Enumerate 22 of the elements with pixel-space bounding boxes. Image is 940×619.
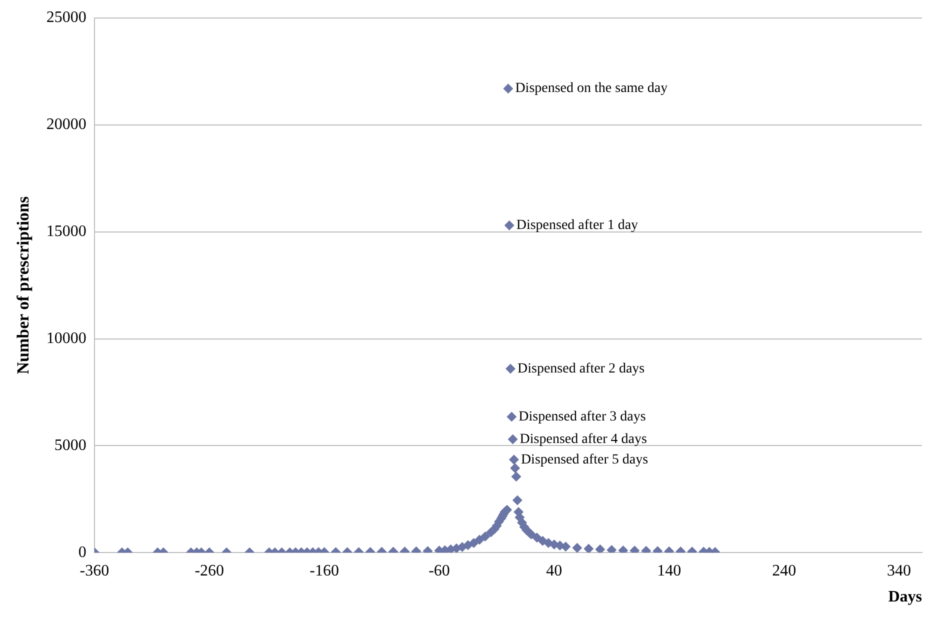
x-tick-label: 140: [657, 562, 682, 580]
y-axis-title: Number of prescriptions: [14, 196, 33, 374]
y-tick-label: 0: [78, 544, 86, 561]
annotation: Dispensed on the same day: [515, 81, 668, 96]
x-tick-label: 240: [772, 562, 796, 580]
y-tick-label: 10000: [46, 330, 86, 347]
annotation: Dispensed after 4 days: [520, 432, 647, 447]
annotation: Dispensed after 1 day: [516, 218, 638, 234]
x-tick-label: -60: [428, 562, 450, 580]
y-tick-label: 5000: [54, 436, 86, 454]
y-tick-label: 20000: [46, 116, 86, 134]
y-tick-label: 15000: [46, 223, 86, 240]
annotation: Dispensed after 3 days: [518, 409, 646, 424]
x-tick-label: 340: [887, 562, 912, 580]
annotation: Dispensed after 5 days: [520, 452, 648, 468]
y-tick-label: 25000: [46, 9, 86, 26]
x-tick-label: -360: [80, 562, 110, 580]
annotation: Dispensed after 2 days: [518, 361, 645, 376]
x-tick-label: 40: [546, 562, 562, 580]
x-tick-label: -160: [310, 562, 339, 580]
x-axis-title: Days: [888, 588, 922, 606]
x-tick-label: -260: [194, 562, 224, 580]
